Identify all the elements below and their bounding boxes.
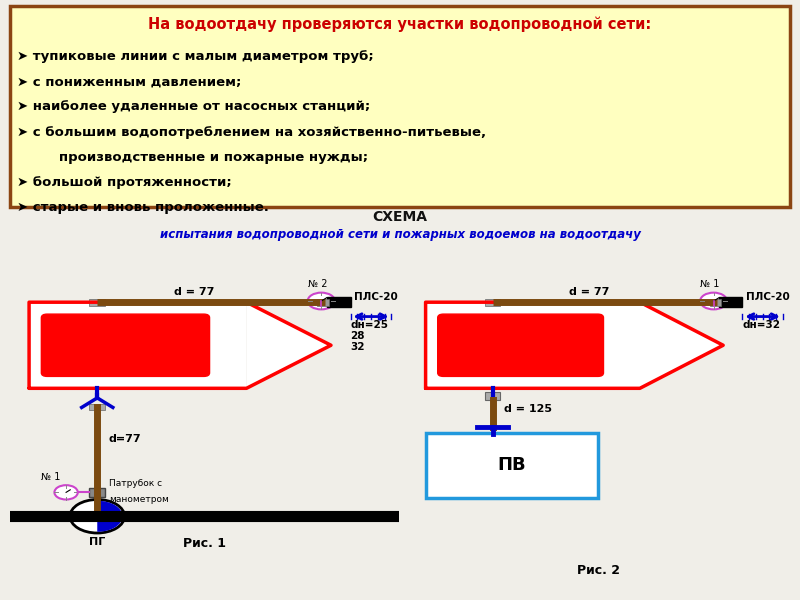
Text: № 2: № 2: [308, 279, 327, 289]
FancyBboxPatch shape: [318, 299, 329, 306]
Text: ПЛС-20: ПЛС-20: [746, 292, 790, 302]
Text: dн=32: dн=32: [742, 320, 781, 330]
FancyBboxPatch shape: [10, 6, 790, 207]
Circle shape: [54, 485, 78, 500]
FancyBboxPatch shape: [426, 433, 598, 499]
Text: 28: 28: [350, 331, 365, 341]
FancyBboxPatch shape: [438, 314, 603, 376]
Text: ПВ: ПВ: [498, 457, 526, 475]
Polygon shape: [246, 302, 331, 388]
Text: ➤ с пониженным давлением;: ➤ с пониженным давлением;: [18, 76, 242, 88]
Text: Рис. 1: Рис. 1: [183, 536, 226, 550]
FancyBboxPatch shape: [90, 299, 105, 306]
Circle shape: [308, 293, 335, 310]
Text: № 1: № 1: [700, 279, 719, 289]
FancyBboxPatch shape: [90, 404, 105, 410]
FancyBboxPatch shape: [485, 392, 501, 400]
Text: 32: 32: [350, 341, 365, 352]
FancyBboxPatch shape: [90, 488, 105, 497]
Text: d = 77: d = 77: [174, 287, 215, 298]
Polygon shape: [640, 302, 723, 388]
FancyBboxPatch shape: [42, 314, 210, 376]
Text: d = 77: d = 77: [569, 287, 609, 298]
Text: Рис. 2: Рис. 2: [577, 563, 620, 577]
FancyBboxPatch shape: [485, 299, 501, 306]
FancyBboxPatch shape: [710, 299, 722, 306]
Text: ➤ с большим водопотреблением на хозяйственно-питьевые,: ➤ с большим водопотреблением на хозяйств…: [18, 125, 486, 139]
Text: ➤ старые и вновь проложенные.: ➤ старые и вновь проложенные.: [18, 201, 270, 214]
FancyBboxPatch shape: [426, 302, 640, 388]
Text: Патрубок с: Патрубок с: [109, 479, 162, 488]
FancyBboxPatch shape: [327, 298, 350, 307]
Circle shape: [70, 500, 125, 533]
Text: СХЕМА: СХЕМА: [373, 210, 427, 224]
Text: d=77: d=77: [109, 434, 142, 443]
Text: производственные и пожарные нужды;: производственные и пожарные нужды;: [45, 151, 368, 164]
Text: ➤ большой протяженности;: ➤ большой протяженности;: [18, 176, 232, 189]
Text: ➤ наиболее удаленные от насосных станций;: ➤ наиболее удаленные от насосных станций…: [18, 100, 370, 113]
Wedge shape: [98, 501, 122, 532]
Text: испытания водопроводной сети и пожарных водоемов на водоотдачу: испытания водопроводной сети и пожарных …: [159, 229, 641, 241]
FancyBboxPatch shape: [719, 298, 742, 307]
Text: На водоотдачу проверяются участки водопроводной сети:: На водоотдачу проверяются участки водопр…: [148, 16, 652, 32]
Circle shape: [700, 293, 727, 310]
Text: № 1: № 1: [41, 472, 60, 482]
Text: манометром: манометром: [109, 495, 169, 504]
Text: d = 125: d = 125: [504, 404, 552, 413]
FancyBboxPatch shape: [29, 302, 246, 388]
Text: ПГ: ПГ: [89, 536, 106, 547]
Text: dн=25: dн=25: [350, 320, 389, 330]
Text: ПЛС-20: ПЛС-20: [354, 292, 398, 302]
Text: ➤ тупиковые линии с малым диаметром труб;: ➤ тупиковые линии с малым диаметром труб…: [18, 50, 374, 63]
